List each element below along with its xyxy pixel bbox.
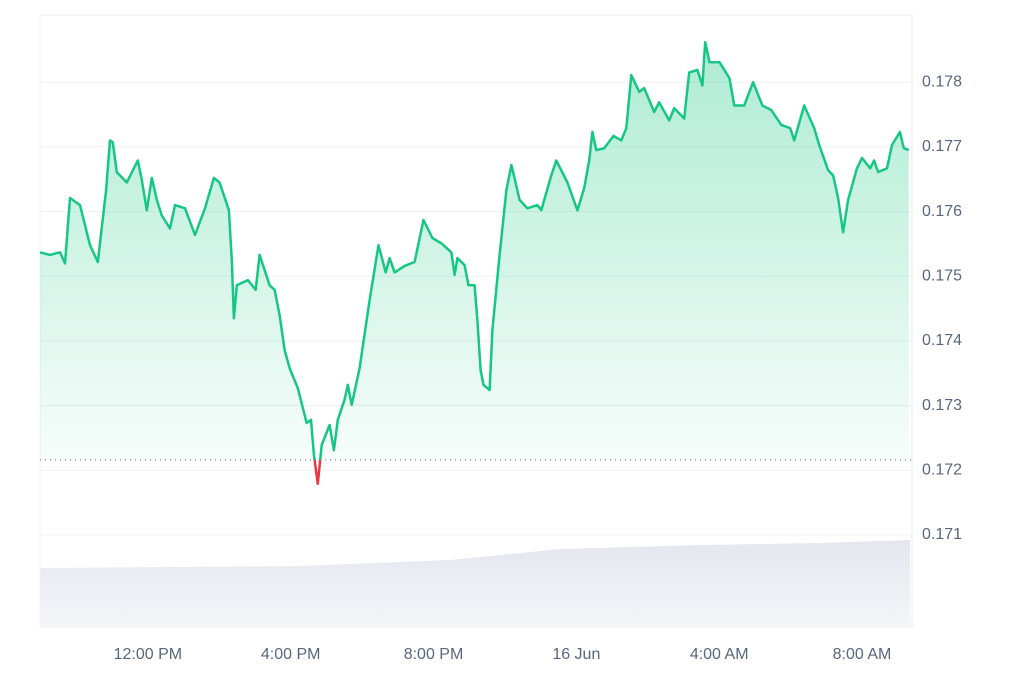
y-tick-label: 0.176 <box>922 203 962 220</box>
x-tick-label: 8:00 PM <box>404 646 464 663</box>
x-tick-label: 8:00 AM <box>833 646 892 663</box>
area <box>40 42 909 460</box>
volume-area <box>40 540 910 628</box>
y-tick-label: 0.173 <box>922 397 962 414</box>
y-tick-label: 0.174 <box>922 332 962 349</box>
y-tick-label: 0.171 <box>922 526 962 543</box>
x-tick-label: 16 Jun <box>552 646 600 663</box>
y-tick-label: 0.172 <box>922 461 962 478</box>
y-tick-label: 0.178 <box>922 73 962 90</box>
y-tick-label: 0.177 <box>922 138 962 155</box>
x-tick-label: 4:00 AM <box>690 646 749 663</box>
y-tick-label: 0.175 <box>922 267 962 284</box>
x-tick-label: 12:00 PM <box>114 646 182 663</box>
price-line <box>39 40 910 486</box>
x-tick-label: 4:00 PM <box>261 646 321 663</box>
